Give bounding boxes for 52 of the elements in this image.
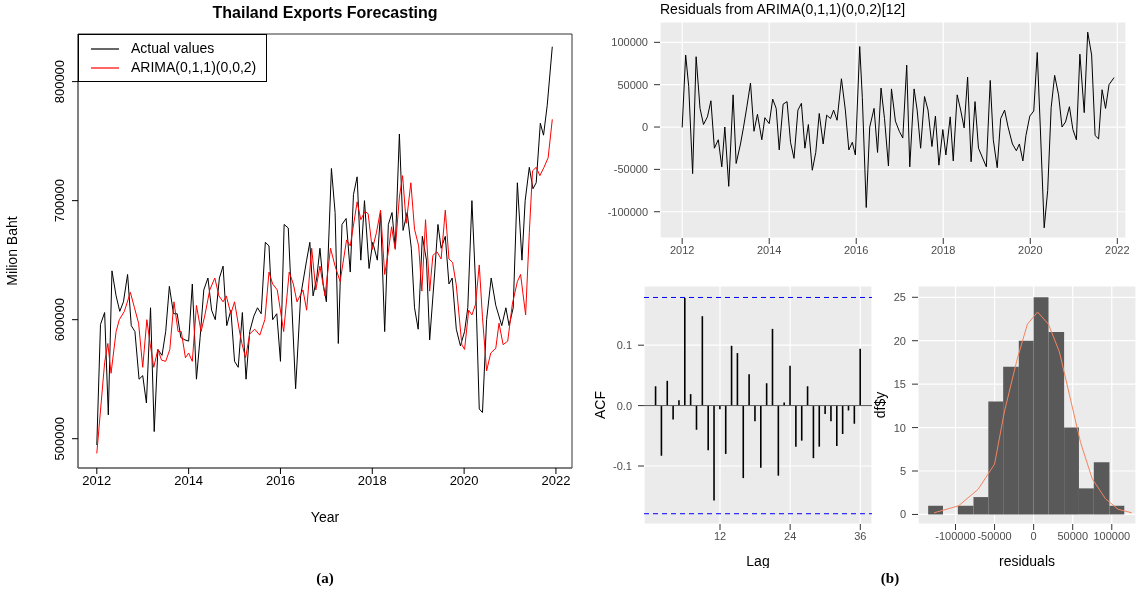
x-tick-label: 2018 bbox=[357, 473, 387, 489]
y-tick-label: -100000 bbox=[607, 205, 648, 218]
x-tick-label: -100000 bbox=[935, 529, 976, 542]
x-tick-label: 2022 bbox=[541, 473, 571, 489]
y-tick-label: -0.1 bbox=[613, 460, 632, 473]
y-axis-title: Milion Baht bbox=[3, 216, 20, 286]
text: (b) bbox=[879, 570, 901, 587]
line-series bbox=[96, 119, 553, 454]
x-tick-label: 50000 bbox=[1057, 529, 1089, 542]
y-tick-label: 500000 bbox=[52, 417, 67, 461]
x-tick-label: 2018 bbox=[931, 243, 956, 256]
y-tick-label: 15 bbox=[893, 378, 906, 391]
x-tick-label: 2016 bbox=[266, 473, 295, 489]
line-series bbox=[681, 31, 1115, 229]
x-tick-label: 2020 bbox=[1018, 243, 1043, 256]
y-tick-label: 0.1 bbox=[616, 339, 632, 352]
y-axis-title: ACF bbox=[591, 391, 608, 419]
x-tick-label: 0 bbox=[1030, 529, 1037, 542]
text: (a) bbox=[315, 570, 335, 587]
x-tick-label: 2014 bbox=[756, 243, 782, 256]
y-tick-label: 100000 bbox=[611, 36, 648, 49]
y-tick-label: 5 bbox=[899, 465, 906, 478]
y-tick-label: 20 bbox=[893, 334, 906, 347]
y-tick-label: 50000 bbox=[617, 78, 648, 91]
legend-label: ARIMA(0,1,1)(0,0,2) bbox=[131, 58, 257, 77]
x-tick-label: 100000 bbox=[1093, 529, 1131, 542]
x-tick-label: 2012 bbox=[669, 243, 695, 256]
x-tick-label: 2014 bbox=[174, 473, 204, 489]
chart-title: Residuals from ARIMA(0,1,1)(0,0,2)[12] bbox=[660, 0, 907, 18]
y-tick-label: 0 bbox=[899, 508, 906, 521]
x-tick-label: 2012 bbox=[82, 473, 112, 489]
y-tick-label: 0 bbox=[641, 121, 648, 134]
x-tick-label: 24 bbox=[784, 529, 797, 542]
legend-label: Actual values bbox=[131, 39, 215, 58]
y-tick-label: 700000 bbox=[52, 178, 67, 223]
x-tick-label: 12 bbox=[713, 529, 727, 542]
y-tick-label: 25 bbox=[893, 291, 906, 304]
x-tick-label: 2022 bbox=[1105, 243, 1130, 256]
y-tick-label: 10 bbox=[893, 421, 906, 434]
x-axis-title: Lag bbox=[746, 553, 770, 569]
y-tick-label: -50000 bbox=[613, 163, 648, 176]
x-axis-title: residuals bbox=[998, 553, 1056, 569]
chart-title: Thailand Exports Forecasting bbox=[211, 4, 439, 22]
x-tick-label: 2020 bbox=[449, 473, 479, 489]
y-tick-label: 0.0 bbox=[616, 399, 632, 412]
x-axis-title: Year bbox=[310, 509, 340, 525]
x-tick-label: -50000 bbox=[977, 529, 1012, 542]
x-tick-label: 36 bbox=[854, 529, 867, 542]
y-tick-label: 600000 bbox=[52, 297, 67, 342]
x-tick-label: 2016 bbox=[843, 243, 869, 256]
y-axis-title: df$y bbox=[871, 391, 888, 419]
y-tick-label: 800000 bbox=[52, 59, 67, 104]
